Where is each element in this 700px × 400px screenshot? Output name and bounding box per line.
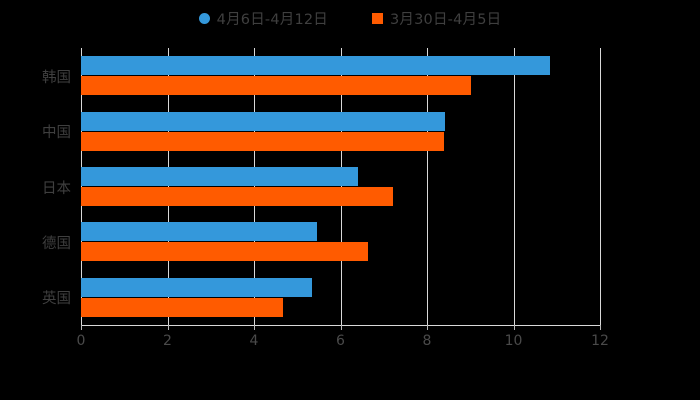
x-axis-tick bbox=[167, 325, 169, 330]
bar-中国-series-1[interactable] bbox=[81, 131, 445, 151]
bar-韩国-series-1[interactable] bbox=[81, 76, 472, 96]
gridline bbox=[600, 48, 601, 325]
x-axis-label-0: 0 bbox=[76, 333, 86, 349]
gridline bbox=[254, 48, 255, 325]
bar-英国-series-0[interactable] bbox=[81, 277, 312, 297]
legend-item-series-0[interactable]: 4月6日-4月12日 bbox=[198, 8, 328, 29]
bar-日本-series-0[interactable] bbox=[81, 167, 358, 186]
bar-中国-series-0[interactable] bbox=[81, 111, 446, 131]
bar-德国-series-0[interactable] bbox=[81, 222, 317, 242]
x-axis-label-4: 4 bbox=[249, 333, 259, 349]
y-axis-label-韩国: 韩国 bbox=[42, 69, 71, 86]
x-axis-tick bbox=[340, 325, 342, 330]
bar-日本-series-1[interactable] bbox=[81, 187, 393, 206]
y-axis-label-德国: 德国 bbox=[42, 235, 71, 252]
y-axis-label-中国: 中国 bbox=[42, 125, 71, 142]
x-axis-tick bbox=[427, 325, 428, 330]
gridline bbox=[427, 48, 428, 325]
gridline bbox=[167, 48, 169, 325]
y-axis-label-日本: 日本 bbox=[42, 180, 71, 197]
bar-韩国-series-0[interactable] bbox=[81, 56, 551, 76]
gridline bbox=[513, 48, 515, 325]
x-axis-label-12: 12 bbox=[591, 333, 609, 349]
legend-label-series-0: 4月6日-4月12日 bbox=[216, 12, 328, 28]
legend-label-series-1: 3月30日-4月5日 bbox=[390, 12, 502, 28]
bar-德国-series-1[interactable] bbox=[81, 242, 368, 262]
legend-marker-square-icon bbox=[372, 13, 383, 24]
x-axis-label-10: 10 bbox=[504, 333, 523, 349]
x-axis-label-2: 2 bbox=[163, 333, 172, 349]
x-axis-tick bbox=[600, 325, 601, 330]
y-axis-label-英国: 英国 bbox=[42, 291, 71, 308]
gridline bbox=[81, 48, 82, 325]
gridline bbox=[340, 48, 342, 325]
legend-item-series-1[interactable]: 3月30日-4月5日 bbox=[372, 8, 501, 29]
x-axis-tick bbox=[513, 325, 515, 330]
x-axis-tick bbox=[254, 325, 255, 330]
x-axis-label-6: 6 bbox=[336, 333, 345, 349]
x-axis-tick bbox=[81, 325, 82, 330]
chart-legend: 4月6日-4月12日 3月30日-4月5日 bbox=[0, 8, 700, 29]
bar-英国-series-1[interactable] bbox=[81, 297, 283, 317]
legend-marker-circle-icon bbox=[198, 13, 210, 24]
x-axis-label-8: 8 bbox=[422, 333, 432, 349]
plot-area bbox=[81, 48, 601, 325]
